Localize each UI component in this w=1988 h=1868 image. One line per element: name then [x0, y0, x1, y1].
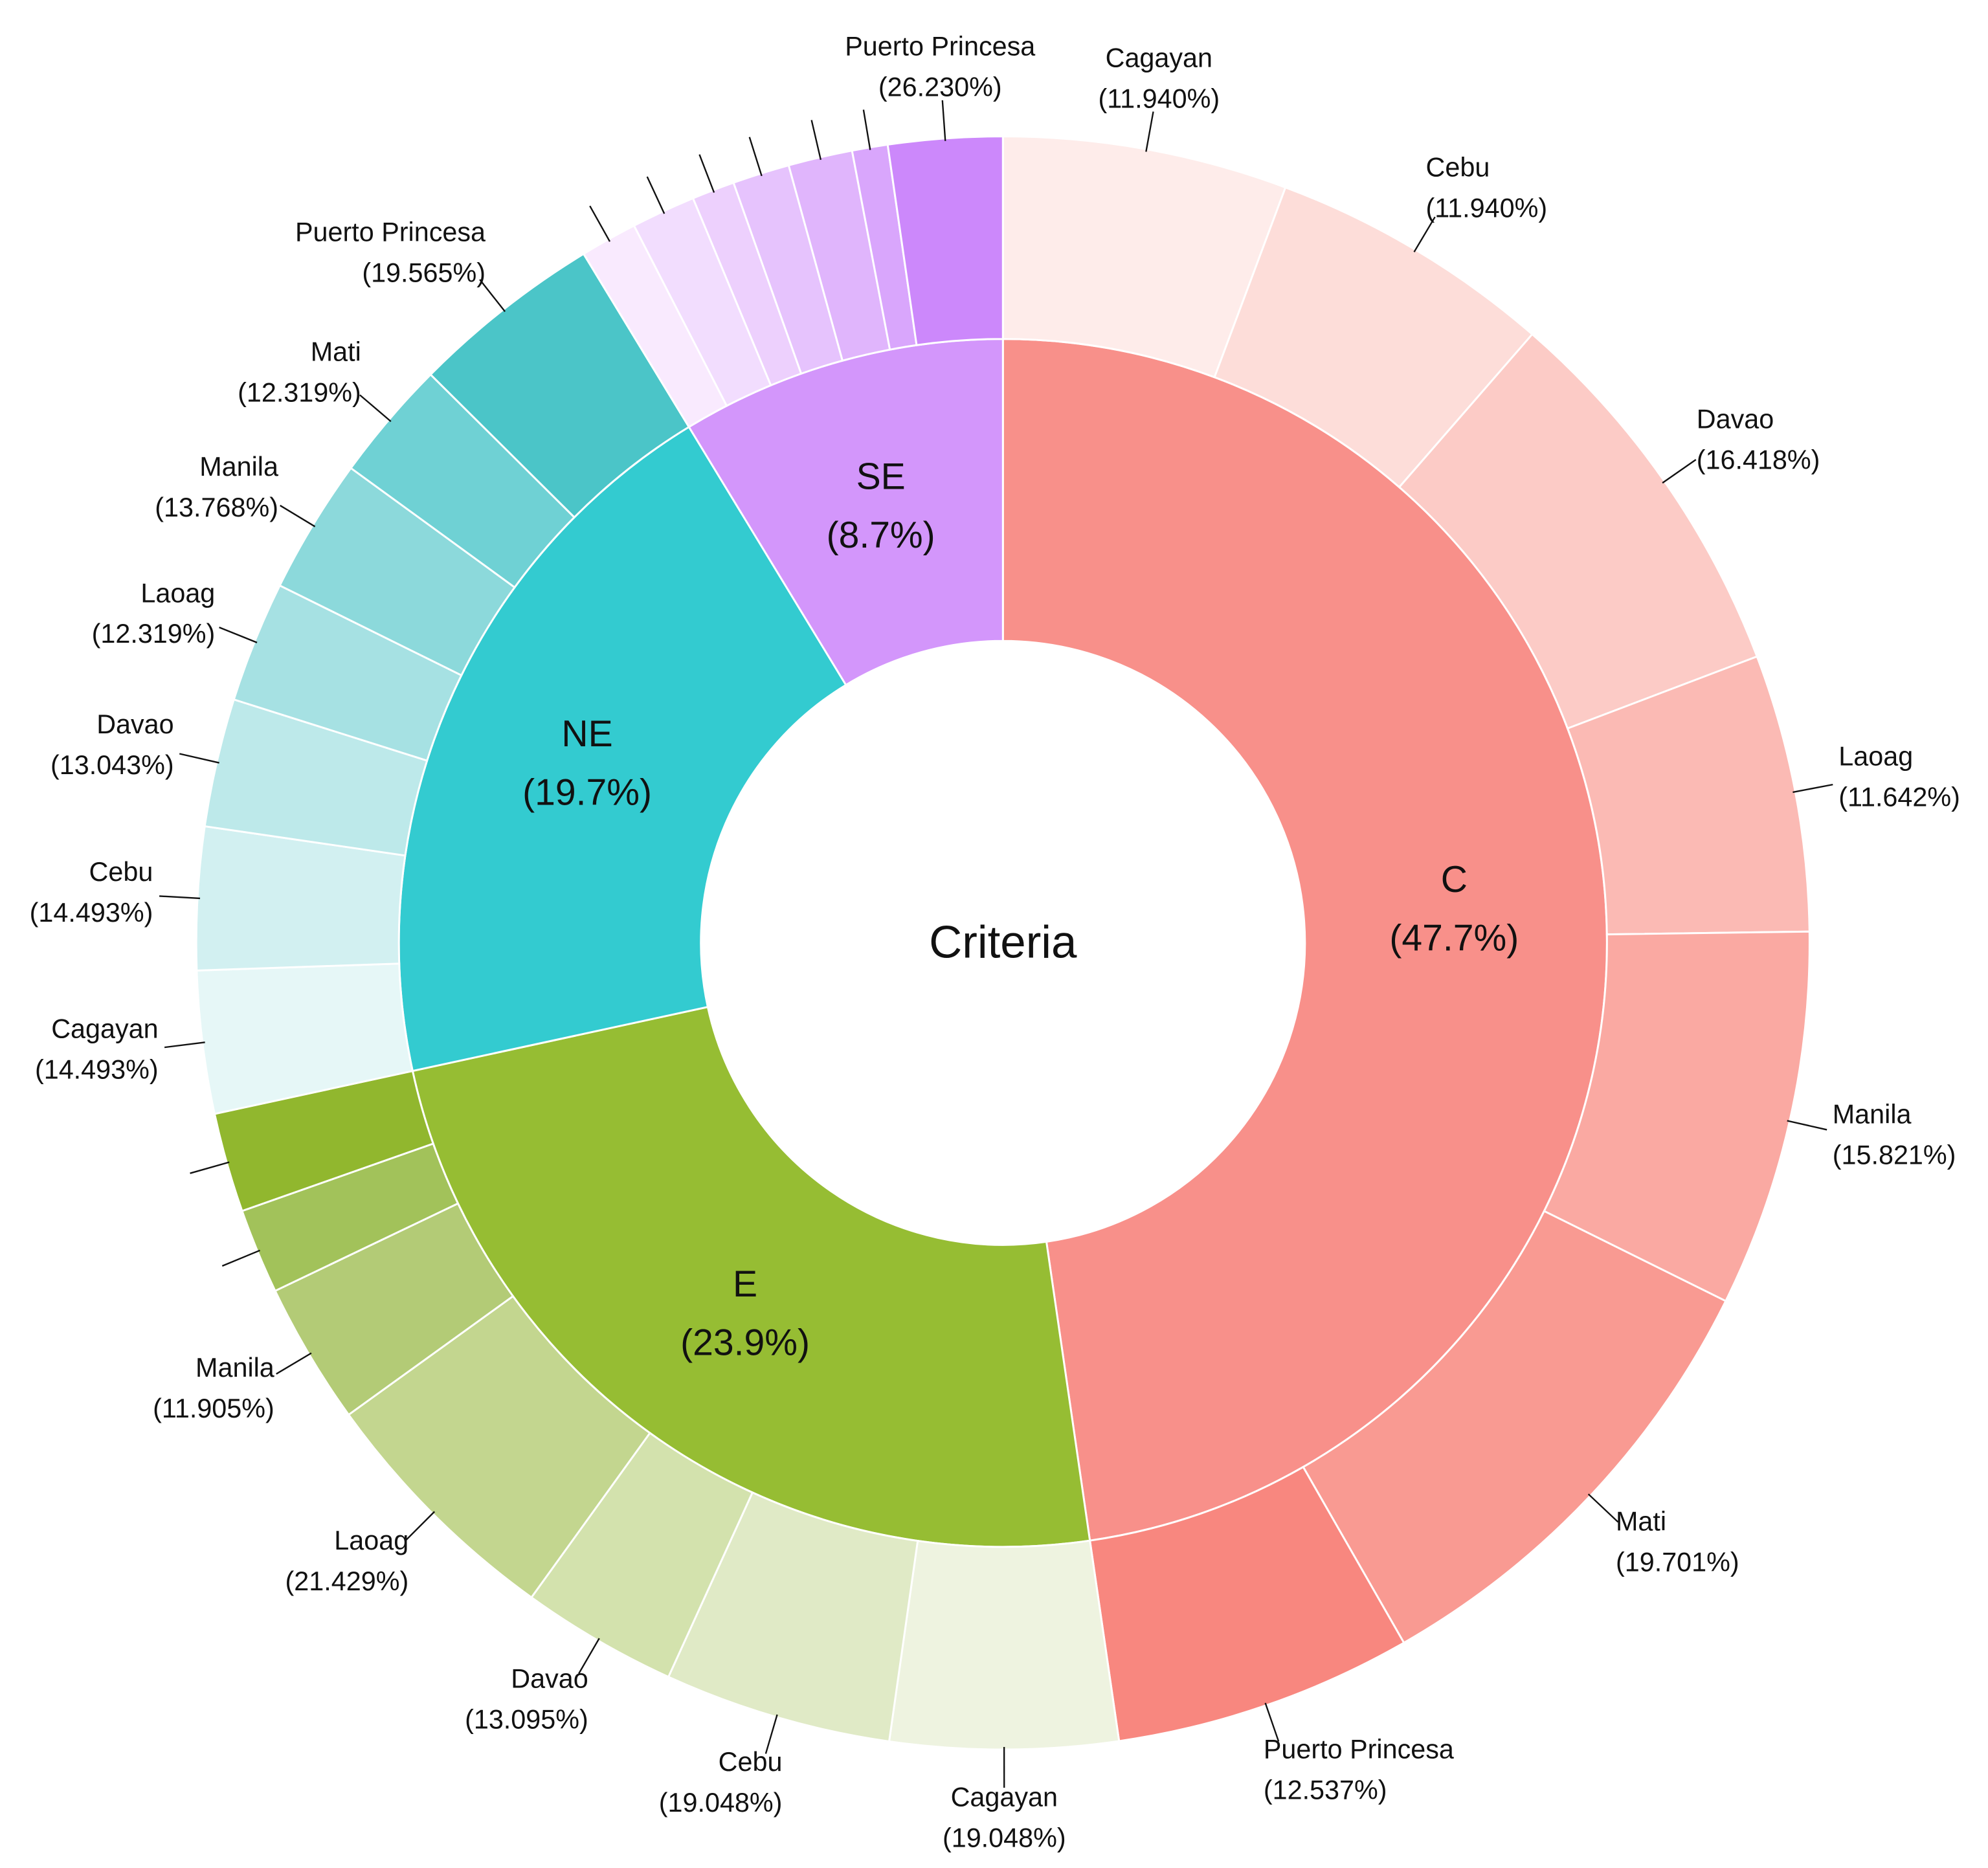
outer-value-label: (11.905%) [153, 1394, 274, 1423]
rings [195, 135, 1811, 1751]
outer-label: Davao [511, 1664, 588, 1694]
outer-label: Davao [1697, 404, 1774, 434]
leader-line [1587, 1493, 1619, 1523]
outer-label: Cagayan [1106, 43, 1212, 72]
chart-title: Criteria [929, 917, 1077, 968]
leader-line [748, 137, 763, 177]
outer-value-label: (15.821%) [1833, 1140, 1956, 1170]
leader-line [1793, 783, 1833, 794]
outer-value-label: (13.043%) [50, 750, 174, 780]
outer-label: Cagayan [951, 1783, 1058, 1812]
inner-label: NE [561, 713, 612, 755]
outer-segment [888, 1539, 1121, 1751]
outer-label: Puerto Princesa [845, 31, 1035, 61]
outer-label: Puerto Princesa [295, 217, 486, 247]
outer-segment [886, 135, 1004, 346]
leader-line [810, 120, 822, 161]
leader-line [646, 176, 665, 214]
leader-line [221, 1249, 260, 1267]
leader-line [479, 279, 506, 313]
leader-line [941, 100, 946, 141]
outer-label: Laoag [1838, 741, 1913, 771]
outer-label: Laoag [140, 578, 215, 608]
leader-line [359, 394, 392, 423]
inner-label: E [733, 1263, 757, 1305]
leader-line [219, 627, 258, 643]
outer-label: Manila [195, 1353, 274, 1383]
leader-line [276, 1352, 312, 1375]
leader-line [589, 205, 611, 242]
outer-value-label: (16.418%) [1697, 445, 1820, 474]
inner-label: SE [856, 456, 906, 498]
leader-line [159, 895, 201, 900]
inner-value-label: (19.7%) [522, 772, 652, 814]
labels: C (47.7%) Cagayan (11.940%) Cebu (11.940%) Dav… [30, 31, 1960, 1852]
outer-value-label: (19.048%) [943, 1823, 1066, 1853]
leader-line [280, 504, 316, 528]
outer-label: Davao [96, 709, 173, 739]
leader-line [164, 1041, 205, 1049]
inner-value-label: (23.9%) [680, 1322, 810, 1363]
outer-value-label: (11.940%) [1099, 83, 1220, 113]
outer-label: Manila [1833, 1100, 1912, 1129]
inner-value-label: (8.7%) [827, 515, 935, 556]
leader-line [862, 109, 871, 150]
leader-line [1787, 1120, 1827, 1131]
outer-value-label: (19.565%) [362, 258, 486, 288]
outer-value-label: (13.095%) [465, 1705, 588, 1735]
inner-label: C [1441, 859, 1468, 900]
outer-value-label: (26.230%) [878, 72, 1002, 102]
leader-line [1145, 111, 1154, 152]
outer-value-label: (21.429%) [285, 1566, 409, 1596]
leader-line [578, 1638, 600, 1674]
outer-label: Cebu [719, 1747, 783, 1777]
leader-line [405, 1511, 436, 1541]
outer-value-label: (14.493%) [30, 898, 153, 928]
leader-line [190, 1161, 230, 1174]
outer-label: Mati [1616, 1507, 1666, 1537]
leader-line [1662, 459, 1697, 484]
leader-line [1413, 216, 1436, 252]
outer-value-label: (11.940%) [1426, 193, 1548, 223]
outer-label: Cebu [1426, 152, 1490, 182]
outer-value-label: (14.493%) [35, 1055, 159, 1085]
outer-value-label: (19.048%) [659, 1788, 783, 1818]
outer-value-label: (13.768%) [155, 493, 278, 522]
outer-value-label: (12.319%) [238, 378, 361, 408]
outer-label: Mati [311, 337, 361, 367]
outer-label: Manila [199, 452, 278, 482]
outer-value-label: (19.701%) [1616, 1548, 1739, 1577]
leader-line [765, 1714, 778, 1754]
outer-value-label: (12.537%) [1264, 1775, 1387, 1805]
leader-line [698, 154, 715, 193]
outer-value-label: (11.642%) [1838, 782, 1960, 812]
leader-line [179, 753, 219, 764]
outer-label: Cebu [89, 857, 153, 887]
inner-value-label: (47.7%) [1389, 918, 1519, 959]
outer-value-label: (12.319%) [92, 619, 216, 649]
outer-label: Laoag [334, 1526, 408, 1555]
outer-label: Cagayan [51, 1014, 158, 1044]
leader-line [1264, 1702, 1280, 1742]
outer-label: Puerto Princesa [1264, 1734, 1454, 1764]
